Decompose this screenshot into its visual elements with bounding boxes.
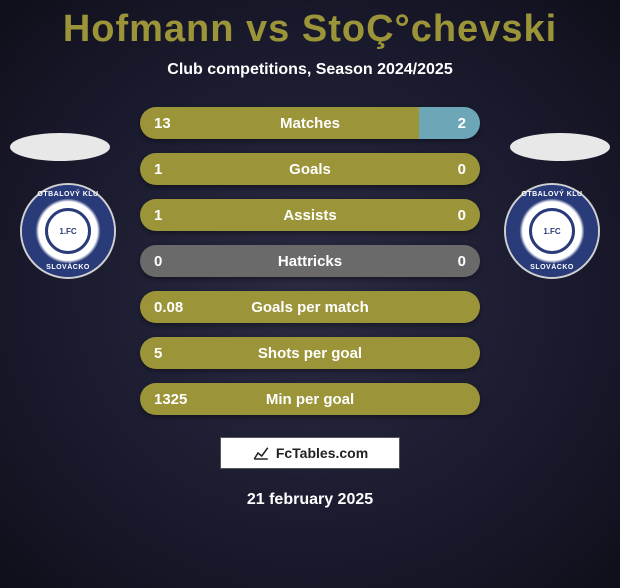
stat-label: Matches [280, 115, 340, 132]
stat-row: 1 Goals 0 [140, 153, 480, 185]
stats-container: 13 Matches 2 1 Goals 0 1 Assists 0 0 Hattricks 0 0.0… [140, 107, 480, 415]
stat-row: 1325 Min per goal [140, 383, 480, 415]
stat-value-left: 0 [140, 253, 176, 270]
stat-value-right: 0 [444, 207, 480, 224]
stat-label: Shots per goal [258, 345, 362, 362]
stat-value-right: 0 [444, 253, 480, 270]
stat-row: 1 Assists 0 [140, 199, 480, 231]
stat-row: 0.08 Goals per match [140, 291, 480, 323]
stat-value-left: 1325 [140, 391, 201, 408]
stat-value-right: 0 [444, 161, 480, 178]
club-badge-right: OTBALOVÝ KLU 1.FC SLOVÁCKO [504, 183, 600, 279]
page-title: Hofmann vs StoÇ°chevski [0, 8, 620, 51]
chart-icon [252, 444, 270, 462]
brand-text: FcTables.com [276, 445, 368, 461]
stat-value-left: 1 [140, 161, 176, 178]
club-arc-bottom: SLOVÁCKO [530, 264, 574, 271]
stat-label: Min per goal [266, 391, 354, 408]
club-badge-center: 1.FC [45, 208, 91, 254]
stat-value-left: 5 [140, 345, 176, 362]
stat-value-left: 1 [140, 207, 176, 224]
stat-row: 13 Matches 2 [140, 107, 480, 139]
player-silhouette-shadow-left [10, 133, 110, 161]
brand-logo[interactable]: FcTables.com [220, 437, 400, 469]
stat-label: Hattricks [278, 253, 342, 270]
stat-label: Goals per match [251, 299, 369, 316]
stat-value-left: 13 [140, 115, 185, 132]
club-badge-center: 1.FC [529, 208, 575, 254]
stat-value-left: 0.08 [140, 299, 197, 316]
stat-row: 5 Shots per goal [140, 337, 480, 369]
stat-value-right: 2 [444, 115, 480, 132]
player-silhouette-shadow-right [510, 133, 610, 161]
stat-label: Assists [283, 207, 336, 224]
club-arc-top: OTBALOVÝ KLU [37, 191, 98, 198]
footer-date: 21 february 2025 [0, 491, 620, 509]
stat-row: 0 Hattricks 0 [140, 245, 480, 277]
club-arc-bottom: SLOVÁCKO [46, 264, 90, 271]
club-arc-top: OTBALOVÝ KLU [521, 191, 582, 198]
stat-label: Goals [289, 161, 331, 178]
page-subtitle: Club competitions, Season 2024/2025 [0, 61, 620, 79]
club-badge-left: OTBALOVÝ KLU 1.FC SLOVÁCKO [20, 183, 116, 279]
